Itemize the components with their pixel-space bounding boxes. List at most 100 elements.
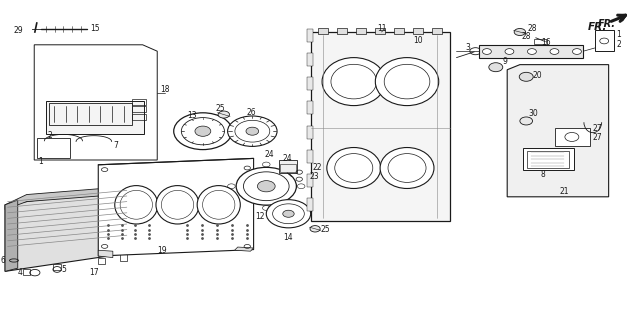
Text: 2: 2 [616, 40, 621, 49]
Text: 4: 4 [17, 268, 22, 277]
Polygon shape [5, 186, 130, 210]
Bar [595, 30, 614, 51]
Bar [280, 164, 296, 172]
Text: 11: 11 [377, 24, 386, 33]
Text: 9: 9 [503, 57, 508, 66]
Text: 23: 23 [309, 172, 319, 180]
Bar [307, 77, 313, 90]
Ellipse shape [527, 49, 536, 54]
Bar [46, 101, 144, 134]
Text: FR.: FR. [598, 19, 616, 28]
Ellipse shape [482, 49, 491, 54]
Bar [318, 28, 328, 34]
Ellipse shape [195, 126, 210, 136]
Ellipse shape [514, 28, 526, 36]
Bar [555, 128, 590, 146]
Text: 14: 14 [283, 233, 294, 242]
Bar [432, 28, 442, 34]
Bar [307, 29, 313, 42]
Bar [98, 258, 105, 264]
Ellipse shape [257, 181, 275, 192]
Text: 27: 27 [592, 124, 602, 132]
Bar [120, 254, 127, 261]
Text: 28: 28 [527, 24, 537, 33]
Bar [132, 99, 146, 105]
Bar [307, 53, 313, 66]
Text: 6: 6 [0, 256, 5, 265]
Text: 17: 17 [89, 268, 99, 277]
Bar [23, 269, 30, 275]
Text: 2: 2 [48, 131, 52, 140]
Text: 18: 18 [160, 85, 169, 94]
Polygon shape [479, 45, 583, 58]
Ellipse shape [550, 49, 559, 54]
Text: 24: 24 [264, 150, 274, 159]
Ellipse shape [489, 63, 503, 72]
Text: 13: 13 [188, 111, 197, 120]
Bar [307, 150, 313, 163]
Polygon shape [98, 250, 113, 258]
Bar [534, 39, 547, 44]
Text: 16: 16 [541, 38, 552, 47]
Ellipse shape [115, 186, 158, 224]
Ellipse shape [246, 127, 259, 135]
Text: 25: 25 [321, 225, 330, 234]
Bar [307, 126, 313, 139]
Text: 5: 5 [61, 265, 66, 274]
Bar [356, 28, 366, 34]
Bar [523, 148, 574, 170]
Ellipse shape [573, 49, 581, 54]
Text: 15: 15 [90, 24, 100, 33]
Bar [307, 198, 313, 211]
Text: 25: 25 [216, 104, 226, 113]
Text: 27: 27 [592, 133, 602, 142]
Bar [132, 114, 146, 120]
Text: 29: 29 [13, 26, 23, 35]
Polygon shape [235, 247, 254, 251]
Text: 3: 3 [465, 43, 470, 52]
Text: 19: 19 [157, 246, 167, 255]
Text: 12: 12 [256, 212, 264, 221]
Bar [307, 174, 313, 187]
Bar [337, 28, 347, 34]
Ellipse shape [322, 58, 385, 106]
Polygon shape [5, 186, 130, 271]
Ellipse shape [218, 111, 230, 118]
Text: FR.: FR. [587, 22, 607, 32]
Polygon shape [5, 200, 18, 271]
Text: 20: 20 [533, 71, 542, 80]
Ellipse shape [310, 226, 320, 232]
Bar [132, 106, 146, 112]
Ellipse shape [375, 58, 439, 106]
Ellipse shape [156, 186, 199, 224]
Ellipse shape [380, 148, 434, 188]
Ellipse shape [519, 72, 533, 81]
Text: 8: 8 [540, 170, 545, 179]
Text: 24: 24 [283, 154, 292, 163]
Bar [53, 264, 61, 270]
Ellipse shape [197, 186, 240, 224]
Ellipse shape [283, 210, 294, 217]
Ellipse shape [505, 49, 514, 54]
Polygon shape [311, 32, 450, 221]
Polygon shape [507, 65, 609, 197]
Text: 10: 10 [413, 36, 424, 45]
Text: 26: 26 [247, 108, 257, 117]
Bar [37, 138, 70, 158]
Bar [527, 151, 569, 168]
Ellipse shape [228, 116, 277, 147]
Ellipse shape [174, 113, 232, 150]
Text: 7: 7 [113, 141, 118, 150]
Text: 1: 1 [616, 30, 621, 39]
Bar [49, 103, 132, 125]
Ellipse shape [520, 117, 533, 125]
Ellipse shape [236, 167, 296, 205]
Bar [279, 160, 297, 173]
Polygon shape [98, 158, 254, 256]
Text: 22: 22 [313, 163, 322, 172]
Bar [307, 101, 313, 114]
Bar [413, 28, 423, 34]
Text: 30: 30 [529, 109, 538, 118]
Text: 1: 1 [38, 157, 42, 166]
Bar [375, 28, 385, 34]
